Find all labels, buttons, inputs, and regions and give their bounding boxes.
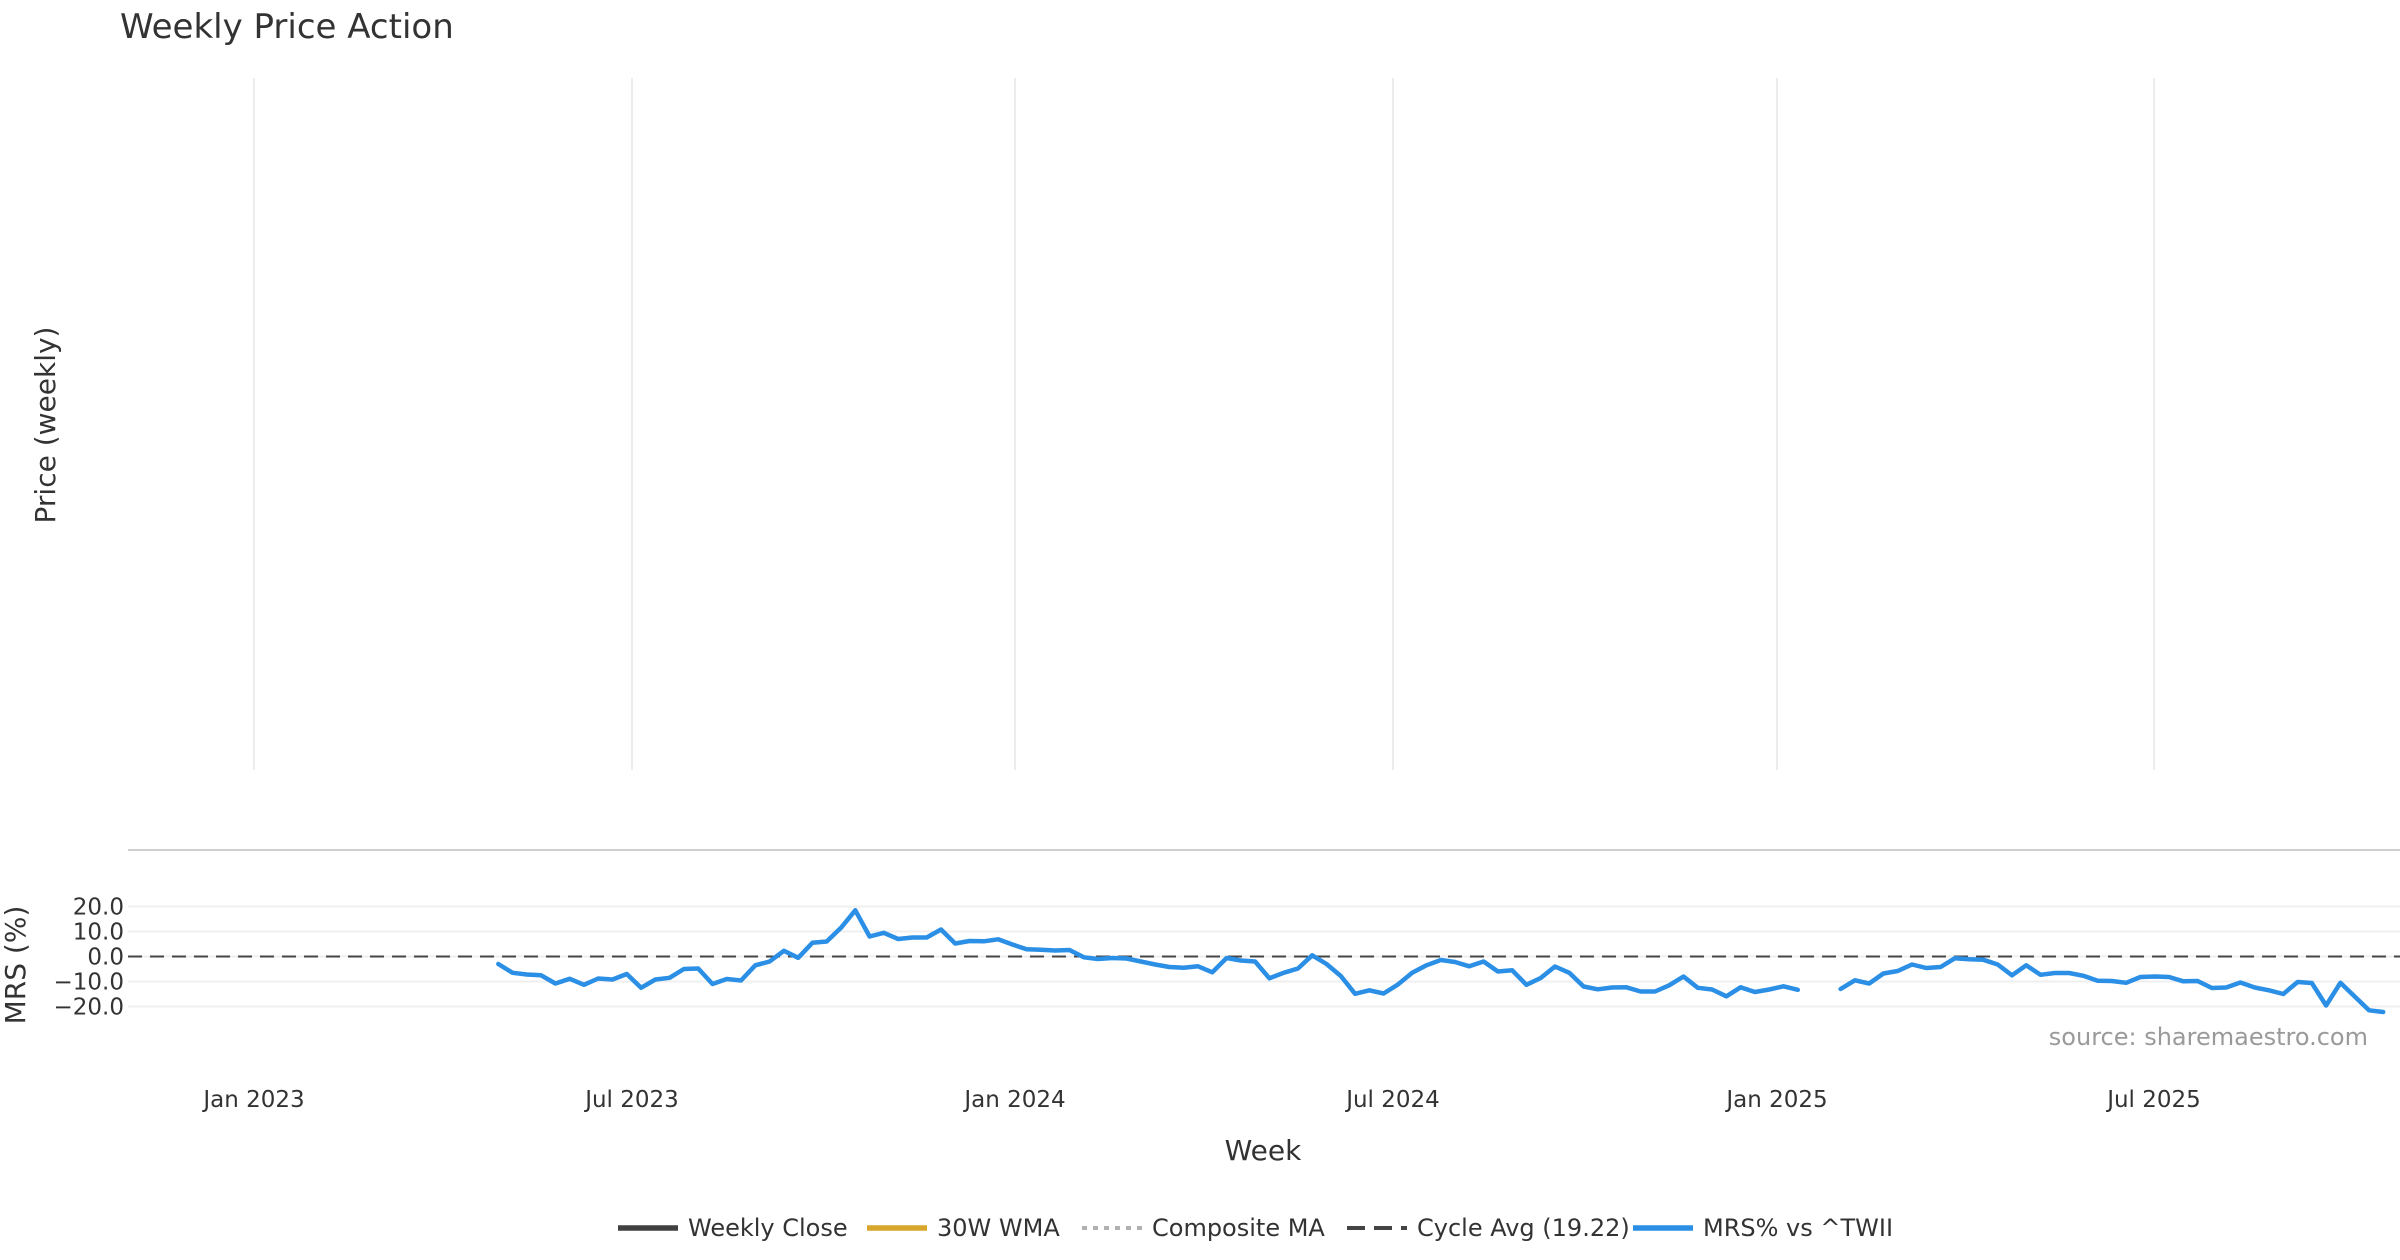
mrs-y-tick-labels: 20.010.00.0−10.0−20.0 [54,895,124,1021]
x-tick-label: Jan 2024 [962,1087,1065,1113]
mrs-y-tick-label: −20.0 [54,995,124,1021]
legend-label: Cycle Avg (19.22) [1417,1214,1630,1242]
price-panel-grid [253,78,2155,770]
x-axis-label: Week [1225,1134,1302,1167]
x-tick-label: Jul 2024 [1344,1087,1440,1113]
x-tick-label: Jul 2025 [2105,1087,2201,1113]
legend-item: MRS% vs ^TWII [1633,1214,1893,1242]
legend-label: Weekly Close [688,1214,848,1242]
mrs-y-tick-label: −10.0 [54,970,124,996]
x-tick-labels: Jan 2023 Jul 2023 Jan 2024 Jul 2024 Jan 2025… [201,1087,2200,1113]
mrs-y-tick-label: 0.0 [87,945,124,971]
source-note: source: sharemaestro.com [2049,1023,2368,1051]
mrs-y-tick-label: 10.0 [73,920,124,946]
x-tick-label: Jan 2025 [1724,1087,1827,1113]
legend-label: 30W WMA [937,1214,1060,1242]
legend-label: Composite MA [1152,1214,1325,1242]
series-mrs-line [496,908,2386,1015]
mrs-y-axis-label: MRS (%) [0,906,32,1025]
x-tick-label: Jan 2023 [201,1087,304,1113]
legend-label: MRS% vs ^TWII [1703,1214,1893,1242]
legend-item: Cycle Avg (19.22) [1347,1214,1630,1242]
legend-item: 30W WMA [867,1214,1060,1242]
legend-item: Composite MA [1082,1214,1325,1242]
x-tick-label: Jul 2023 [583,1087,679,1113]
price-y-axis-label: Price (weekly) [29,327,62,524]
mrs-y-tick-label: 20.0 [73,895,124,921]
chart-legend: Weekly Close 30W WMA Composite MA Cycle Avg… [618,1214,1893,1242]
legend-item: Weekly Close [618,1214,848,1242]
series-mrs [496,908,2386,1015]
chart-title: Weekly Price Action [120,7,454,47]
